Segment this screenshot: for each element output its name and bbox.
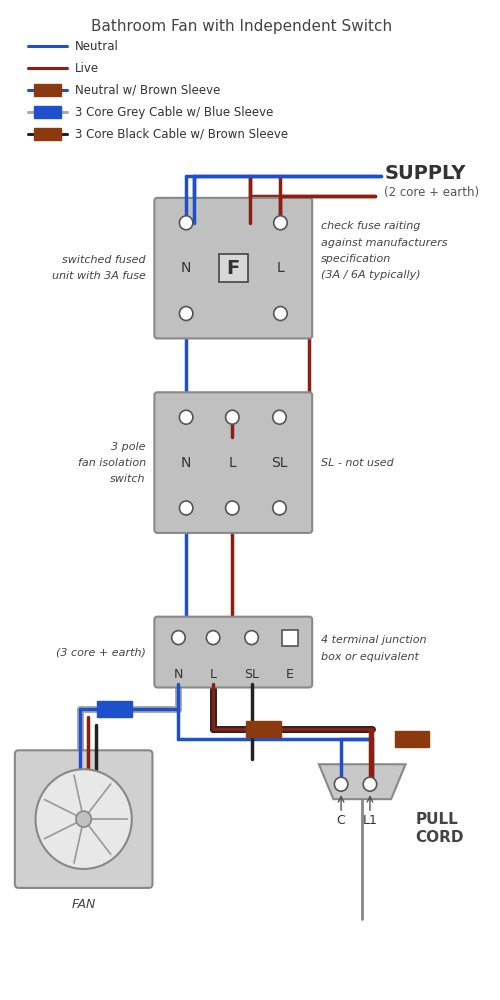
Text: SL: SL	[244, 668, 259, 681]
Text: unit with 3A fuse: unit with 3A fuse	[52, 271, 146, 281]
Text: PULL: PULL	[415, 812, 458, 827]
FancyBboxPatch shape	[154, 198, 312, 338]
Text: SL - not used: SL - not used	[321, 458, 394, 468]
Circle shape	[273, 410, 286, 424]
Text: 3 pole: 3 pole	[111, 442, 146, 452]
Polygon shape	[98, 701, 132, 717]
Polygon shape	[34, 106, 61, 118]
Text: L: L	[228, 456, 236, 470]
Circle shape	[273, 501, 286, 515]
Text: check fuse raiting: check fuse raiting	[321, 221, 420, 231]
Text: N: N	[181, 456, 192, 470]
Text: L: L	[276, 261, 284, 275]
Text: L: L	[210, 668, 216, 681]
Text: Neutral w/ Brown Sleeve: Neutral w/ Brown Sleeve	[74, 84, 220, 97]
Text: Live: Live	[74, 62, 98, 75]
Text: fan isolation: fan isolation	[78, 458, 146, 468]
Text: Bathroom Fan with Independent Switch: Bathroom Fan with Independent Switch	[92, 19, 393, 34]
Text: (2 core + earth): (2 core + earth)	[384, 186, 480, 199]
Circle shape	[180, 307, 193, 320]
Text: FAN: FAN	[72, 898, 96, 911]
Circle shape	[36, 769, 132, 869]
Circle shape	[274, 307, 287, 320]
FancyBboxPatch shape	[15, 750, 152, 888]
Text: Neutral: Neutral	[74, 40, 118, 53]
Text: (3 core + earth): (3 core + earth)	[56, 647, 146, 657]
Text: specification: specification	[321, 254, 391, 264]
Polygon shape	[246, 721, 280, 737]
Text: E: E	[286, 668, 294, 681]
Circle shape	[226, 501, 239, 515]
Bar	[219, 254, 248, 282]
Text: CORD: CORD	[415, 830, 464, 845]
Text: 3 Core Grey Cable w/ Blue Sleeve: 3 Core Grey Cable w/ Blue Sleeve	[74, 106, 273, 119]
Circle shape	[180, 216, 193, 230]
Text: N: N	[174, 668, 183, 681]
Text: against manufacturers: against manufacturers	[321, 238, 448, 248]
Text: F: F	[226, 259, 240, 278]
FancyBboxPatch shape	[154, 617, 312, 687]
Text: 4 terminal junction: 4 terminal junction	[321, 635, 426, 645]
Text: box or equivalent: box or equivalent	[321, 652, 418, 662]
Text: N: N	[181, 261, 192, 275]
Polygon shape	[394, 731, 430, 747]
Text: switched fused: switched fused	[62, 255, 146, 265]
Text: switch: switch	[110, 474, 146, 484]
Polygon shape	[319, 764, 406, 799]
Circle shape	[334, 777, 348, 791]
Polygon shape	[34, 84, 61, 96]
Circle shape	[226, 410, 239, 424]
Text: SL: SL	[271, 456, 287, 470]
Circle shape	[180, 501, 193, 515]
Circle shape	[76, 811, 92, 827]
Circle shape	[245, 631, 258, 645]
Circle shape	[206, 631, 220, 645]
Circle shape	[180, 410, 193, 424]
Bar	[282, 630, 298, 646]
Text: SUPPLY: SUPPLY	[384, 164, 466, 183]
Polygon shape	[34, 128, 61, 140]
Text: L1: L1	[362, 814, 378, 827]
Text: (3A / 6A typically): (3A / 6A typically)	[321, 270, 420, 280]
Circle shape	[274, 216, 287, 230]
Circle shape	[363, 777, 376, 791]
Text: 3 Core Black Cable w/ Brown Sleeve: 3 Core Black Cable w/ Brown Sleeve	[74, 128, 288, 141]
FancyBboxPatch shape	[154, 392, 312, 533]
Text: C: C	[336, 814, 345, 827]
Circle shape	[172, 631, 185, 645]
